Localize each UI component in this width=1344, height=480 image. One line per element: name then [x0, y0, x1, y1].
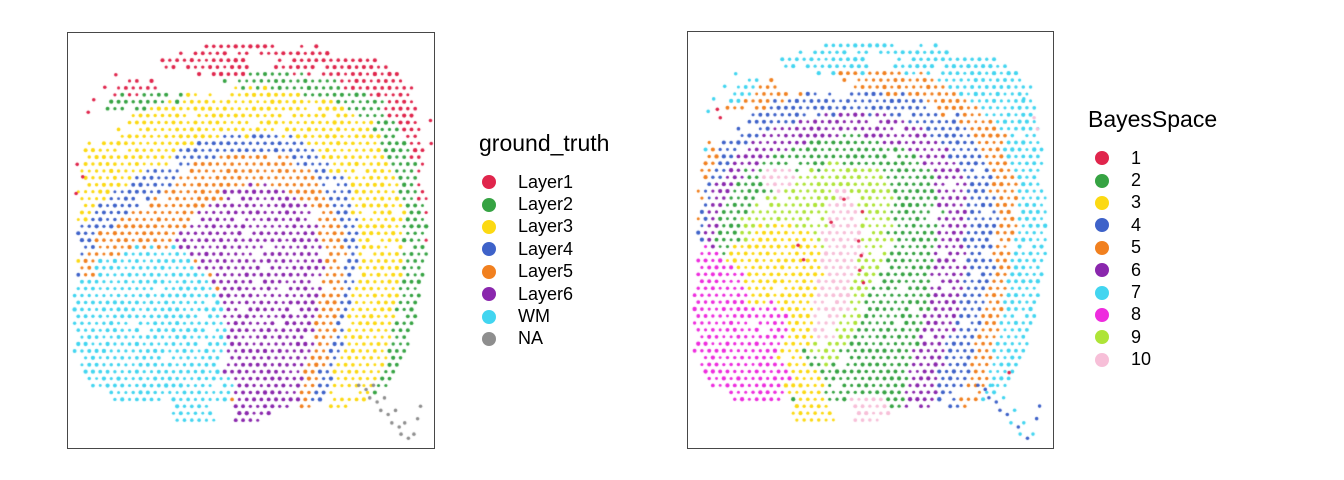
legend-label: 1: [1131, 147, 1142, 168]
legend-swatch-icon: [482, 242, 496, 257]
legend-label: WM: [518, 306, 550, 327]
ground-truth-panel: [67, 32, 436, 450]
legend-swatch-icon: [1095, 240, 1109, 255]
ground-truth-legend: ground_truth Layer1 Layer2 Layer3 Layer4 Lay…: [479, 130, 609, 350]
legend-swatch-icon: [482, 287, 496, 302]
ground-truth-spot-map: [68, 33, 436, 450]
legend-label: 4: [1131, 214, 1142, 235]
legend-item-8: 8: [1088, 304, 1217, 326]
legend-item-Layer5: Layer5: [479, 261, 609, 283]
legend-item-5: 5: [1088, 237, 1217, 259]
ground-truth-legend-items: Layer1 Layer2 Layer3 Layer4 Layer5 Layer6 WM NA: [479, 171, 609, 350]
legend-item-Layer6: Layer6: [479, 283, 609, 305]
legend-label: Layer2: [518, 194, 574, 215]
legend-label: 6: [1131, 259, 1142, 280]
legend-item-1: 1: [1088, 147, 1217, 169]
legend-label: 8: [1131, 304, 1142, 325]
legend-item-10: 10: [1088, 349, 1217, 371]
legend-swatch-icon: [482, 309, 496, 324]
legend-swatch-icon: [1095, 151, 1109, 166]
legend-swatch-icon: [1095, 263, 1109, 278]
legend-swatch-icon: [1095, 352, 1109, 367]
legend-label: 9: [1131, 326, 1142, 347]
legend-label: Layer3: [518, 216, 574, 237]
legend-swatch-icon: [1095, 307, 1109, 322]
legend-swatch-icon: [482, 264, 496, 279]
legend-label: Layer1: [518, 171, 574, 192]
legend-item-2: 2: [1088, 169, 1217, 191]
legend-swatch-icon: [1095, 285, 1109, 300]
bayesspace-legend-items: 1 2 3 4 5 6 7 8 9 10: [1088, 147, 1217, 371]
legend-swatch-icon: [482, 175, 496, 190]
legend-label: 10: [1131, 349, 1152, 370]
legend-swatch-icon: [1095, 218, 1109, 233]
legend-label: NA: [518, 328, 544, 349]
legend-label: Layer5: [518, 261, 574, 282]
legend-label: 2: [1131, 170, 1142, 191]
legend-swatch-icon: [1095, 173, 1109, 188]
legend-swatch-icon: [482, 331, 496, 346]
legend-item-Layer2: Layer2: [479, 193, 609, 215]
legend-item-Layer3: Layer3: [479, 216, 609, 238]
legend-swatch-icon: [482, 219, 496, 234]
legend-label: 3: [1131, 192, 1142, 213]
legend-swatch-icon: [1095, 330, 1109, 345]
legend-label: Layer4: [518, 238, 574, 259]
legend-item-4: 4: [1088, 214, 1217, 236]
legend-item-NA: NA: [479, 328, 609, 350]
legend-label: Layer6: [518, 283, 574, 304]
legend-item-6: 6: [1088, 259, 1217, 281]
legend-label: 5: [1131, 237, 1142, 258]
bayesspace-spot-map: [688, 32, 1055, 450]
legend-item-WM: WM: [479, 305, 609, 327]
bayesspace-legend: BayesSpace 1 2 3 4 5 6 7 8 9 10: [1088, 106, 1217, 371]
legend-item-9: 9: [1088, 326, 1217, 348]
legend-item-Layer4: Layer4: [479, 238, 609, 260]
legend-swatch-icon: [482, 197, 496, 212]
ground-truth-legend-title: ground_truth: [479, 130, 610, 156]
legend-item-3: 3: [1088, 192, 1217, 214]
legend-swatch-icon: [1095, 195, 1109, 210]
bayesspace-legend-title: BayesSpace: [1088, 106, 1218, 132]
legend-item-7: 7: [1088, 281, 1217, 303]
legend-label: 7: [1131, 282, 1142, 303]
legend-item-Layer1: Layer1: [479, 171, 609, 193]
bayesspace-panel: [687, 31, 1055, 450]
